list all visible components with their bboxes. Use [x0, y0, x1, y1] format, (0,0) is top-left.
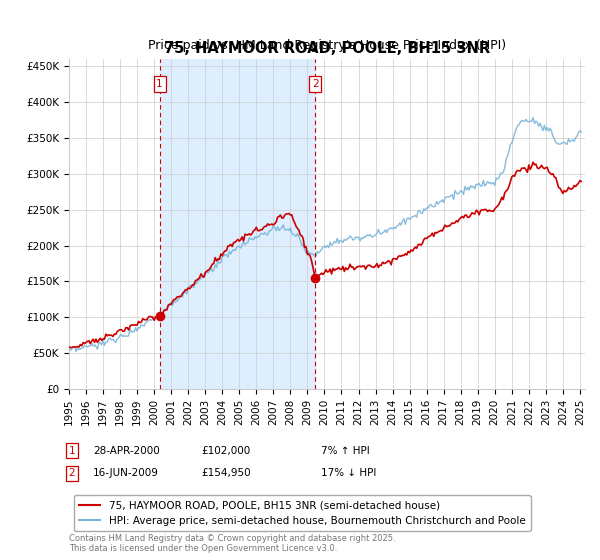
- Text: Price paid vs. HM Land Registry's House Price Index (HPI): Price paid vs. HM Land Registry's House …: [148, 39, 506, 52]
- Text: 17% ↓ HPI: 17% ↓ HPI: [321, 468, 376, 478]
- Bar: [160, 59, 315, 389]
- Text: 1: 1: [68, 446, 76, 456]
- Title: 75, HAYMOOR ROAD, POOLE, BH15 3NR: 75, HAYMOOR ROAD, POOLE, BH15 3NR: [164, 41, 490, 56]
- Text: 1: 1: [156, 79, 163, 89]
- Text: 2: 2: [312, 79, 319, 89]
- Text: Contains HM Land Registry data © Crown copyright and database right 2025.
This d: Contains HM Land Registry data © Crown c…: [69, 534, 395, 553]
- Text: £154,950: £154,950: [201, 468, 251, 478]
- Text: 7% ↑ HPI: 7% ↑ HPI: [321, 446, 370, 456]
- Legend: 75, HAYMOOR ROAD, POOLE, BH15 3NR (semi-detached house), HPI: Average price, sem: 75, HAYMOOR ROAD, POOLE, BH15 3NR (semi-…: [74, 495, 530, 531]
- Text: 16-JUN-2009: 16-JUN-2009: [93, 468, 159, 478]
- Text: £102,000: £102,000: [201, 446, 250, 456]
- Text: 28-APR-2000: 28-APR-2000: [93, 446, 160, 456]
- Text: 2: 2: [68, 468, 76, 478]
